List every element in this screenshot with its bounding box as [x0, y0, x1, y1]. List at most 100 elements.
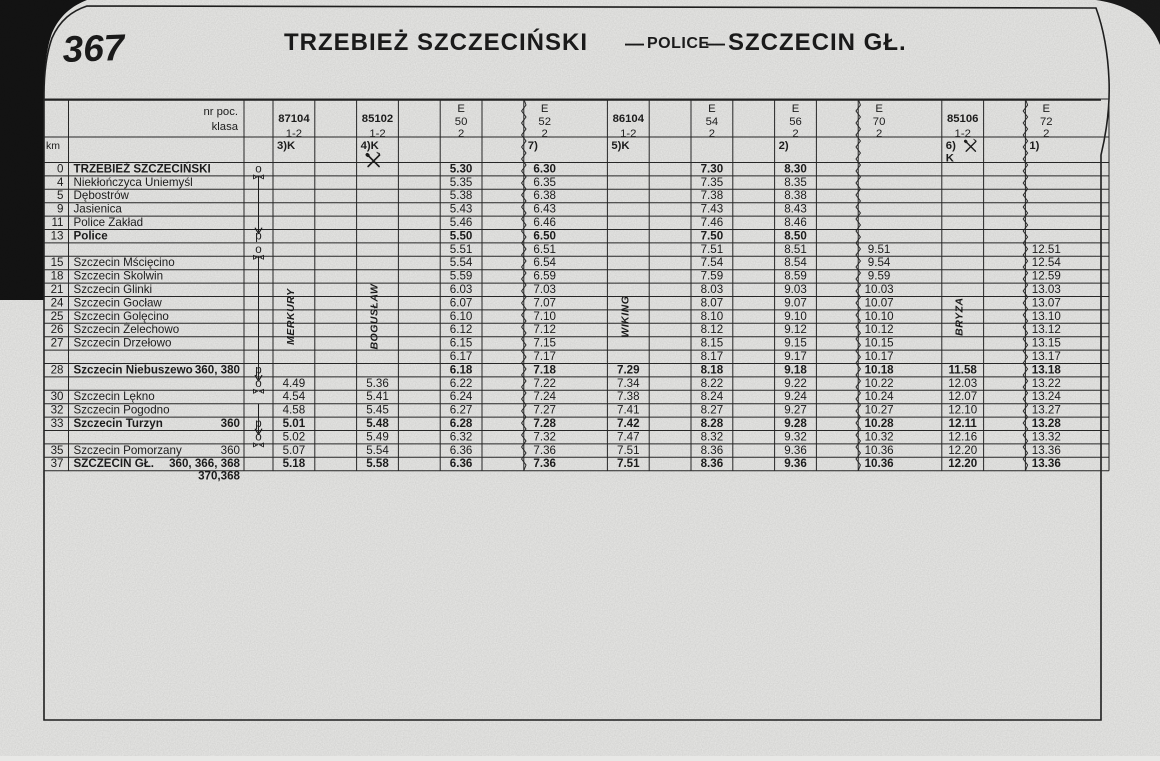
- svg-text:1-2: 1-2: [620, 128, 636, 140]
- svg-text:4.49: 4.49: [283, 377, 306, 390]
- svg-text:Szczecin Turzyn: Szczecin Turzyn: [74, 417, 163, 430]
- svg-text:5)K: 5)K: [611, 140, 630, 152]
- svg-text:87104: 87104: [278, 113, 310, 125]
- svg-text:7.54: 7.54: [701, 256, 724, 269]
- svg-text:8.22: 8.22: [701, 377, 724, 390]
- svg-text:7.42: 7.42: [617, 417, 640, 430]
- svg-text:4: 4: [57, 176, 64, 189]
- svg-text:12.03: 12.03: [948, 377, 977, 390]
- svg-text:7.47: 7.47: [617, 430, 640, 443]
- svg-text:Jasienica: Jasienica: [74, 203, 123, 216]
- svg-text:7.12: 7.12: [533, 323, 556, 336]
- svg-text:6.28: 6.28: [450, 417, 473, 430]
- svg-text:8.12: 8.12: [701, 323, 724, 336]
- svg-text:10.36: 10.36: [865, 444, 894, 457]
- svg-text:6.22: 6.22: [450, 377, 473, 390]
- svg-text:6.50: 6.50: [533, 229, 556, 242]
- svg-text:7.32: 7.32: [533, 430, 556, 443]
- svg-text:6.12: 6.12: [450, 323, 473, 336]
- svg-text:8.17: 8.17: [701, 350, 724, 363]
- svg-text:8.59: 8.59: [784, 270, 807, 283]
- svg-text:13.10: 13.10: [1032, 310, 1061, 323]
- svg-text:o: o: [255, 243, 261, 256]
- svg-text:9.51: 9.51: [868, 243, 891, 256]
- svg-text:TRZEBIEŻ SZCZECIŃSKI: TRZEBIEŻ SZCZECIŃSKI: [74, 162, 211, 175]
- svg-text:6.03: 6.03: [450, 283, 473, 296]
- svg-text:6.07: 6.07: [450, 296, 473, 309]
- svg-text:10.22: 10.22: [865, 377, 894, 390]
- svg-text:8.32: 8.32: [701, 430, 724, 443]
- svg-text:5.50: 5.50: [450, 229, 473, 242]
- svg-text:56: 56: [789, 116, 802, 128]
- svg-text:2: 2: [709, 128, 715, 140]
- svg-text:E: E: [792, 103, 800, 115]
- svg-text:5.35: 5.35: [450, 176, 473, 189]
- svg-text:7.03: 7.03: [533, 283, 556, 296]
- svg-text:2: 2: [542, 128, 548, 140]
- svg-text:Szczecin Pomorzany: Szczecin Pomorzany: [74, 444, 182, 457]
- svg-text:10.27: 10.27: [865, 404, 894, 417]
- svg-text:26: 26: [51, 323, 64, 336]
- svg-text:5.54: 5.54: [450, 256, 473, 269]
- svg-text:km: km: [46, 140, 60, 152]
- svg-text:52: 52: [538, 116, 551, 128]
- svg-text:9.12: 9.12: [784, 323, 807, 336]
- svg-text:13.27: 13.27: [1032, 404, 1061, 417]
- svg-text:13.22: 13.22: [1032, 377, 1061, 390]
- svg-text:Szczecin Golęcino: Szczecin Golęcino: [74, 310, 169, 323]
- svg-text:klasa: klasa: [212, 121, 239, 133]
- svg-text:360: 360: [221, 444, 240, 457]
- svg-text:10.28: 10.28: [865, 417, 895, 430]
- svg-text:12.59: 12.59: [1032, 270, 1061, 283]
- svg-text:8.18: 8.18: [701, 363, 724, 376]
- svg-text:1): 1): [1029, 140, 1039, 152]
- svg-text:6.36: 6.36: [450, 457, 473, 470]
- svg-text:12.51: 12.51: [1032, 243, 1061, 256]
- svg-text:7.36: 7.36: [533, 457, 556, 470]
- svg-text:12.11: 12.11: [949, 417, 978, 430]
- svg-text:9.10: 9.10: [784, 310, 807, 323]
- svg-text:6.59: 6.59: [533, 270, 556, 283]
- svg-text:85106: 85106: [947, 113, 978, 125]
- svg-text:Szczecin Lękno: Szczecin Lękno: [74, 390, 155, 403]
- svg-text:8.27: 8.27: [701, 404, 724, 417]
- svg-text:nr poc.: nr poc.: [203, 106, 238, 118]
- svg-text:6.17: 6.17: [450, 350, 473, 363]
- svg-text:—: —: [625, 34, 644, 55]
- svg-text:7.24: 7.24: [533, 390, 556, 403]
- svg-text:5.18: 5.18: [283, 457, 306, 470]
- svg-text:8.15: 8.15: [701, 337, 724, 350]
- svg-text:367: 367: [62, 27, 128, 70]
- svg-text:13.32: 13.32: [1032, 430, 1061, 443]
- svg-text:6.46: 6.46: [533, 216, 556, 229]
- svg-text:13.15: 13.15: [1032, 337, 1061, 350]
- svg-text:9.28: 9.28: [784, 417, 807, 430]
- svg-text:10.18: 10.18: [865, 363, 895, 376]
- svg-text:6.54: 6.54: [533, 256, 556, 269]
- svg-text:MERKURY: MERKURY: [285, 288, 297, 345]
- svg-text:7.17: 7.17: [533, 350, 556, 363]
- svg-text:7.27: 7.27: [533, 404, 556, 417]
- svg-text:6.35: 6.35: [533, 176, 556, 189]
- svg-text:4.54: 4.54: [283, 390, 306, 403]
- svg-text:360: 360: [221, 417, 240, 430]
- svg-text:6.36: 6.36: [450, 444, 473, 457]
- svg-text:5.07: 5.07: [283, 444, 306, 457]
- svg-text:12.07: 12.07: [948, 390, 977, 403]
- svg-text:7.07: 7.07: [533, 296, 556, 309]
- svg-text:5.01: 5.01: [283, 417, 306, 430]
- svg-text:13: 13: [51, 229, 64, 242]
- svg-text:2: 2: [876, 128, 882, 140]
- svg-text:9.22: 9.22: [784, 377, 807, 390]
- svg-text:7.51: 7.51: [617, 444, 640, 457]
- svg-text:7.50: 7.50: [701, 229, 724, 242]
- svg-text:9.18: 9.18: [784, 363, 807, 376]
- svg-text:6.51: 6.51: [533, 243, 556, 256]
- svg-text:E: E: [708, 103, 716, 115]
- svg-text:6.32: 6.32: [450, 430, 473, 443]
- svg-text:5.43: 5.43: [450, 203, 473, 216]
- svg-text:Szczecin Glinki: Szczecin Glinki: [74, 283, 153, 296]
- svg-text:7.43: 7.43: [701, 203, 724, 216]
- svg-text:Police: Police: [74, 229, 109, 242]
- svg-text:12.20: 12.20: [948, 444, 977, 457]
